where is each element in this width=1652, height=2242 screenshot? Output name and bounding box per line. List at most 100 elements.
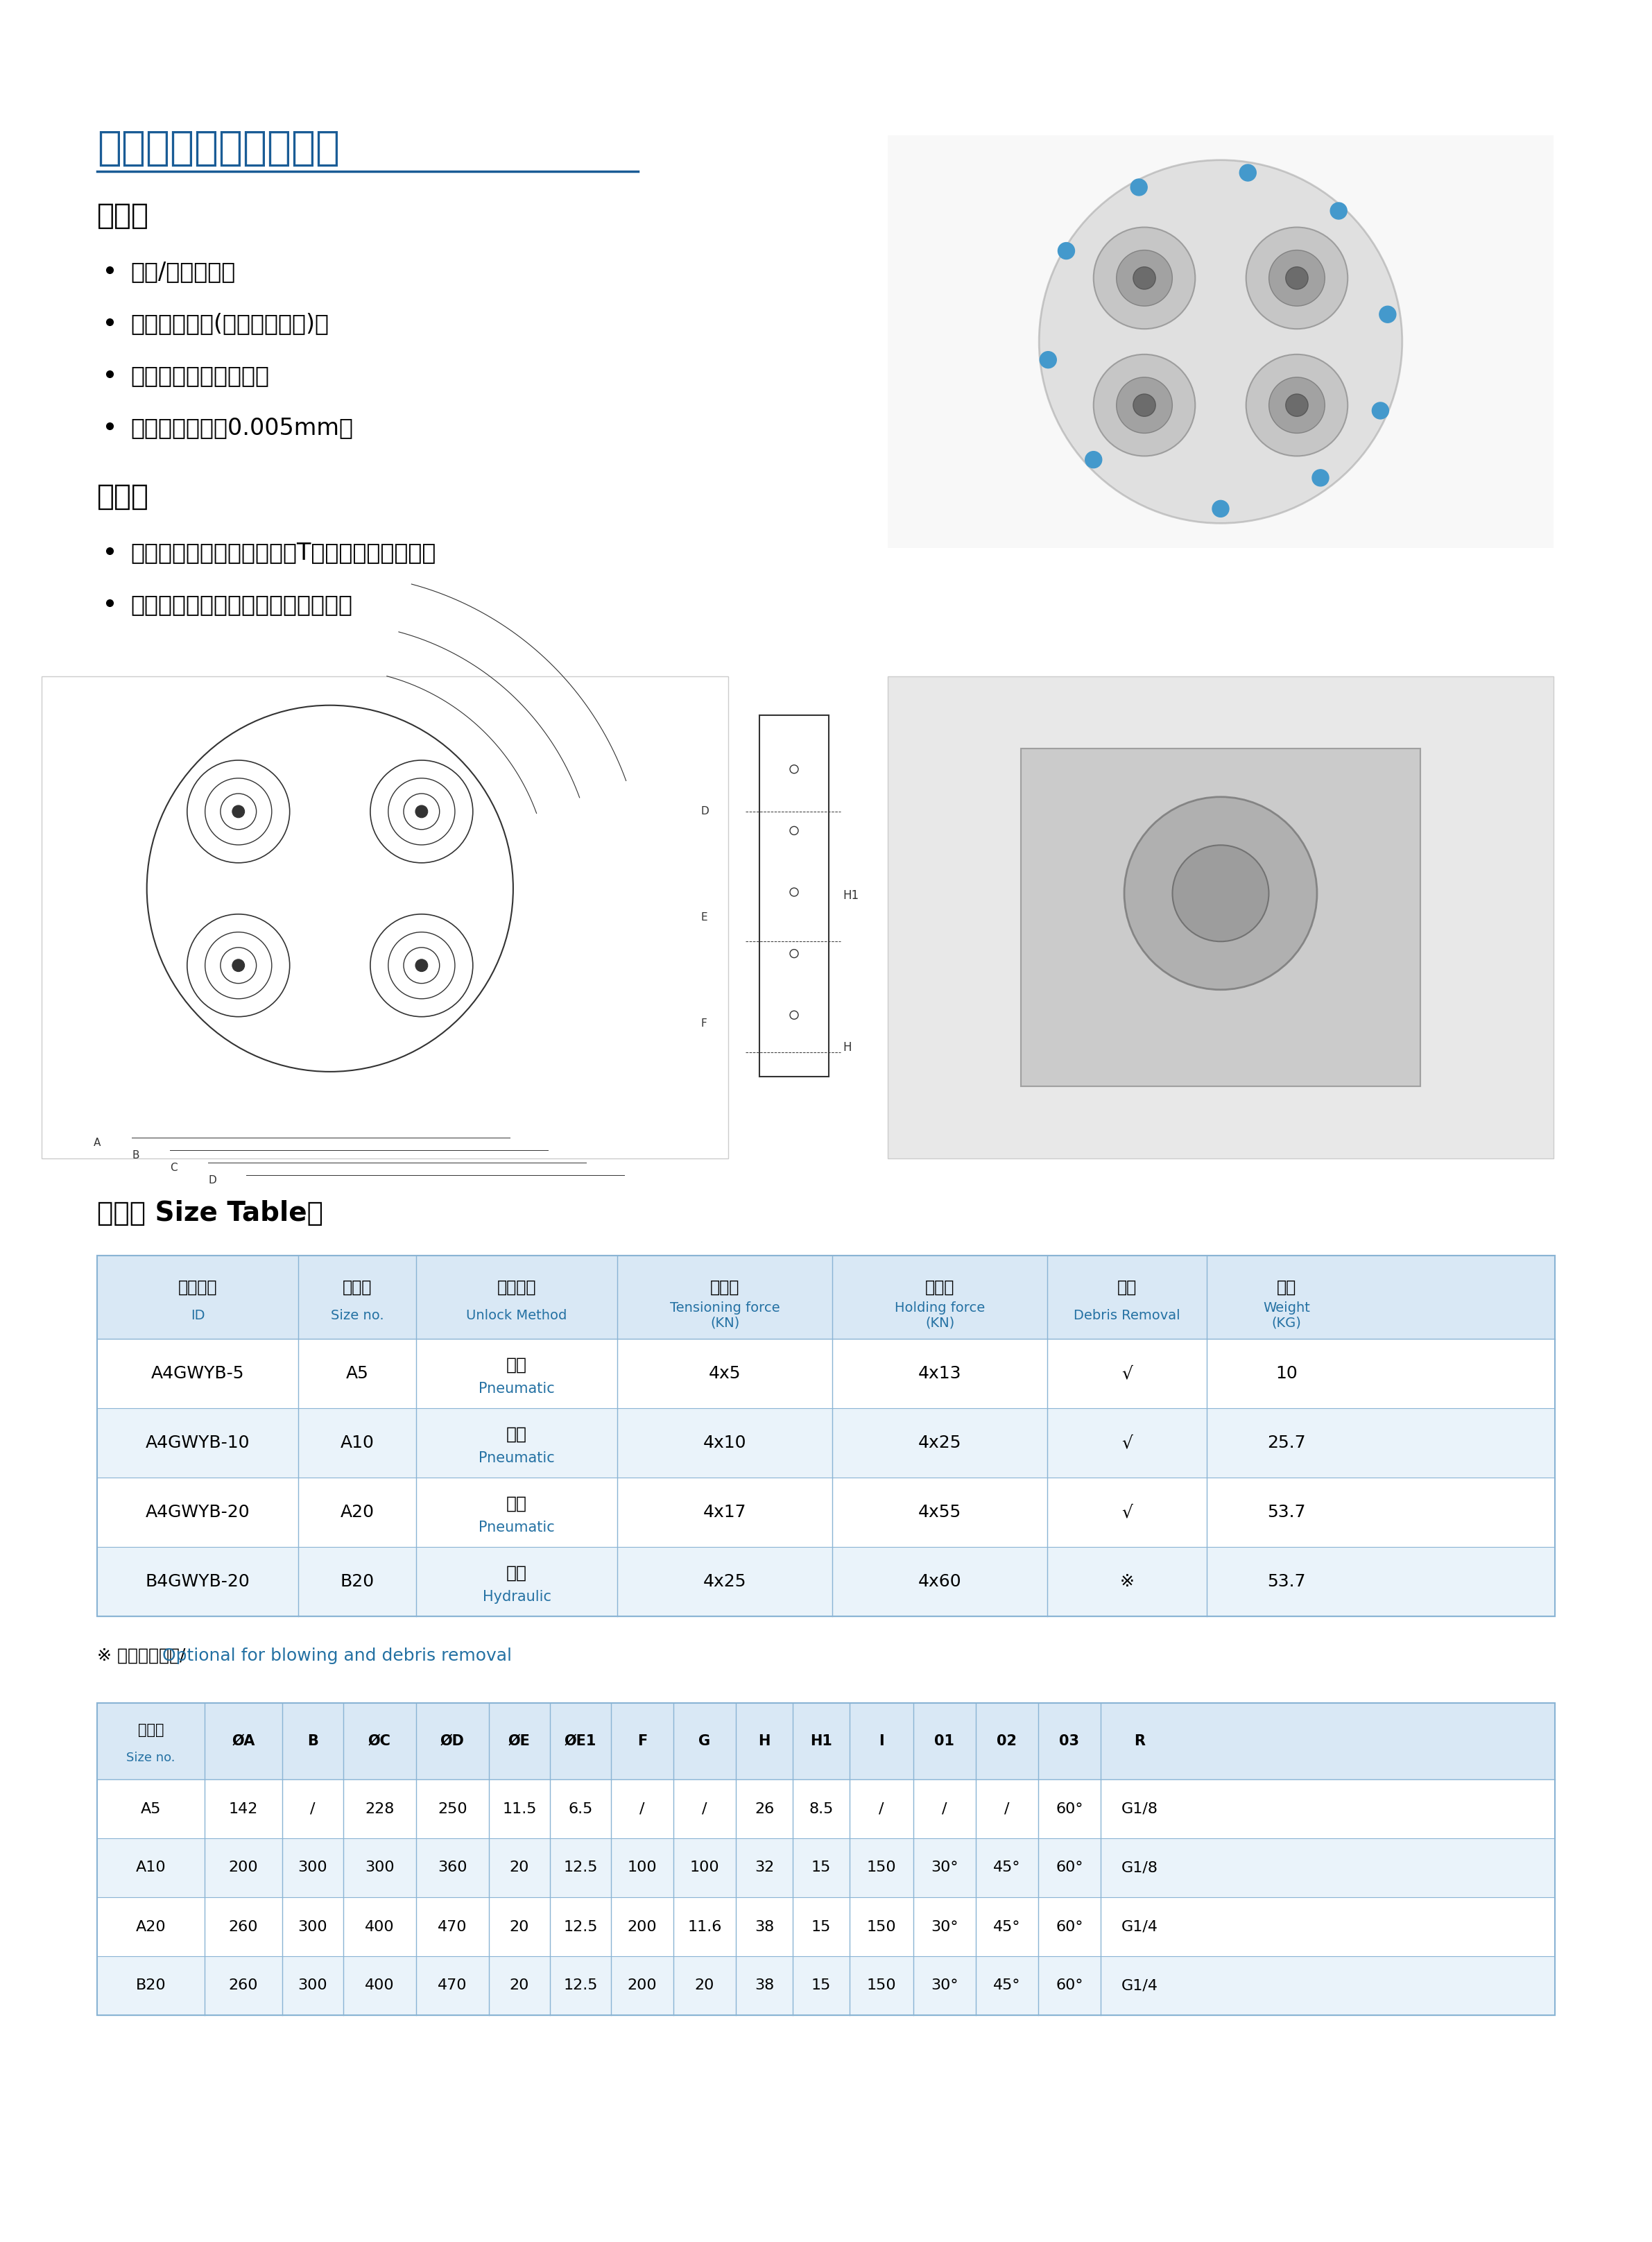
Circle shape	[1039, 352, 1057, 368]
Text: 6.5: 6.5	[568, 1803, 593, 1816]
Text: B20: B20	[135, 1980, 165, 1993]
Text: 4x60: 4x60	[919, 1574, 961, 1590]
Circle shape	[1094, 226, 1194, 330]
Text: F: F	[638, 1735, 648, 1749]
Text: 01: 01	[935, 1735, 955, 1749]
Text: √: √	[1122, 1435, 1133, 1451]
Text: ØD: ØD	[441, 1735, 464, 1749]
Circle shape	[1094, 354, 1194, 455]
Text: 重复定位精度＜0.005mm；: 重复定位精度＜0.005mm；	[131, 417, 354, 439]
Text: 15: 15	[811, 1861, 831, 1874]
Circle shape	[1117, 251, 1173, 307]
Circle shape	[233, 960, 244, 971]
Text: 200: 200	[228, 1861, 258, 1874]
Circle shape	[1173, 845, 1269, 942]
Text: 45°: 45°	[993, 1861, 1021, 1874]
Text: E: E	[700, 912, 707, 924]
Bar	[887, 135, 1553, 547]
Text: H: H	[758, 1735, 770, 1749]
Text: 300: 300	[297, 1919, 327, 1933]
Text: 12.5: 12.5	[563, 1980, 598, 1993]
Text: 20: 20	[509, 1861, 529, 1874]
Text: 45°: 45°	[993, 1919, 1021, 1933]
Text: 20: 20	[509, 1980, 529, 1993]
Text: 表面及活塞硬化处理；: 表面及活塞硬化处理；	[131, 363, 269, 388]
Text: 470: 470	[438, 1919, 468, 1933]
Text: ※ 吹屑功能选配/: ※ 吹屑功能选配/	[97, 1648, 185, 1664]
Text: 150: 150	[867, 1861, 897, 1874]
Text: A: A	[94, 1139, 101, 1148]
Text: 38: 38	[755, 1980, 775, 1993]
Text: 气压: 气压	[506, 1356, 527, 1374]
Text: Pneumatic: Pneumatic	[479, 1451, 555, 1464]
Bar	[97, 1780, 1555, 1838]
Text: ØE1: ØE1	[565, 1735, 596, 1749]
Bar	[97, 1408, 1555, 1477]
Text: 20: 20	[695, 1980, 714, 1993]
Text: A20: A20	[135, 1919, 165, 1933]
Text: A5: A5	[345, 1365, 368, 1381]
Text: 气压/液压解锁；: 气压/液压解锁；	[131, 260, 235, 282]
Text: 拉紧力: 拉紧力	[710, 1278, 740, 1296]
Circle shape	[1246, 354, 1348, 455]
Text: R: R	[1135, 1735, 1145, 1749]
Text: 尺寸号: 尺寸号	[137, 1722, 164, 1738]
Text: 400: 400	[365, 1919, 395, 1933]
Text: /: /	[311, 1803, 316, 1816]
Text: 4x10: 4x10	[704, 1435, 747, 1451]
Text: 150: 150	[867, 1919, 897, 1933]
Text: 8.5: 8.5	[809, 1803, 833, 1816]
Text: 25.7: 25.7	[1267, 1435, 1305, 1451]
Text: F: F	[700, 1018, 707, 1029]
Text: Hydraulic: Hydraulic	[482, 1590, 552, 1603]
Text: 150: 150	[867, 1980, 897, 1993]
Circle shape	[1285, 395, 1308, 417]
Circle shape	[1312, 469, 1328, 487]
Text: Tensioning force
(KN): Tensioning force (KN)	[669, 1300, 780, 1330]
Text: 53.7: 53.7	[1267, 1504, 1305, 1520]
Text: /: /	[879, 1803, 884, 1816]
Circle shape	[1085, 451, 1102, 469]
Bar	[887, 677, 1553, 1159]
Text: 470: 470	[438, 1980, 468, 1993]
Bar	[97, 1897, 1555, 1957]
Circle shape	[233, 805, 244, 818]
Text: ØE: ØE	[509, 1735, 530, 1749]
Text: ØA: ØA	[231, 1735, 254, 1749]
Text: 300: 300	[297, 1980, 327, 1993]
Text: 228: 228	[365, 1803, 395, 1816]
Text: 订货编号: 订货编号	[178, 1278, 218, 1296]
Text: 12.5: 12.5	[563, 1861, 598, 1874]
Circle shape	[1373, 401, 1389, 419]
Bar	[97, 1256, 1555, 1616]
Text: D: D	[700, 807, 709, 816]
Text: 至少有两个定位孔，以便准确定位。: 至少有两个定位孔，以便准确定位。	[131, 594, 352, 617]
Text: Holding force
(KN): Holding force (KN)	[895, 1300, 985, 1330]
Circle shape	[1330, 202, 1346, 220]
Text: 液压: 液压	[506, 1565, 527, 1581]
Text: A4GWYB-5: A4GWYB-5	[150, 1365, 244, 1381]
Text: Debris Removal: Debris Removal	[1074, 1309, 1180, 1323]
Text: 30°: 30°	[930, 1861, 958, 1874]
Text: 说明：: 说明：	[97, 482, 149, 511]
Text: 45°: 45°	[993, 1980, 1021, 1993]
Text: /: /	[1004, 1803, 1009, 1816]
Text: G: G	[699, 1735, 710, 1749]
Circle shape	[1133, 267, 1155, 289]
Circle shape	[1213, 500, 1229, 518]
Bar	[41, 677, 729, 1159]
Text: /: /	[942, 1803, 947, 1816]
Text: 200: 200	[628, 1980, 657, 1993]
Circle shape	[1133, 395, 1155, 417]
Text: A4GWYB-10: A4GWYB-10	[145, 1435, 249, 1451]
Text: 142: 142	[228, 1803, 258, 1816]
Bar	[97, 1547, 1555, 1616]
Bar	[97, 1704, 1555, 2016]
Text: 吹屑: 吹屑	[1117, 1278, 1137, 1296]
Text: 300: 300	[297, 1861, 327, 1874]
Text: Weight
(KG): Weight (KG)	[1264, 1300, 1310, 1330]
Text: 气压: 气压	[506, 1426, 527, 1444]
Text: C: C	[170, 1164, 177, 1173]
Circle shape	[1269, 377, 1325, 433]
Text: 20: 20	[509, 1919, 529, 1933]
